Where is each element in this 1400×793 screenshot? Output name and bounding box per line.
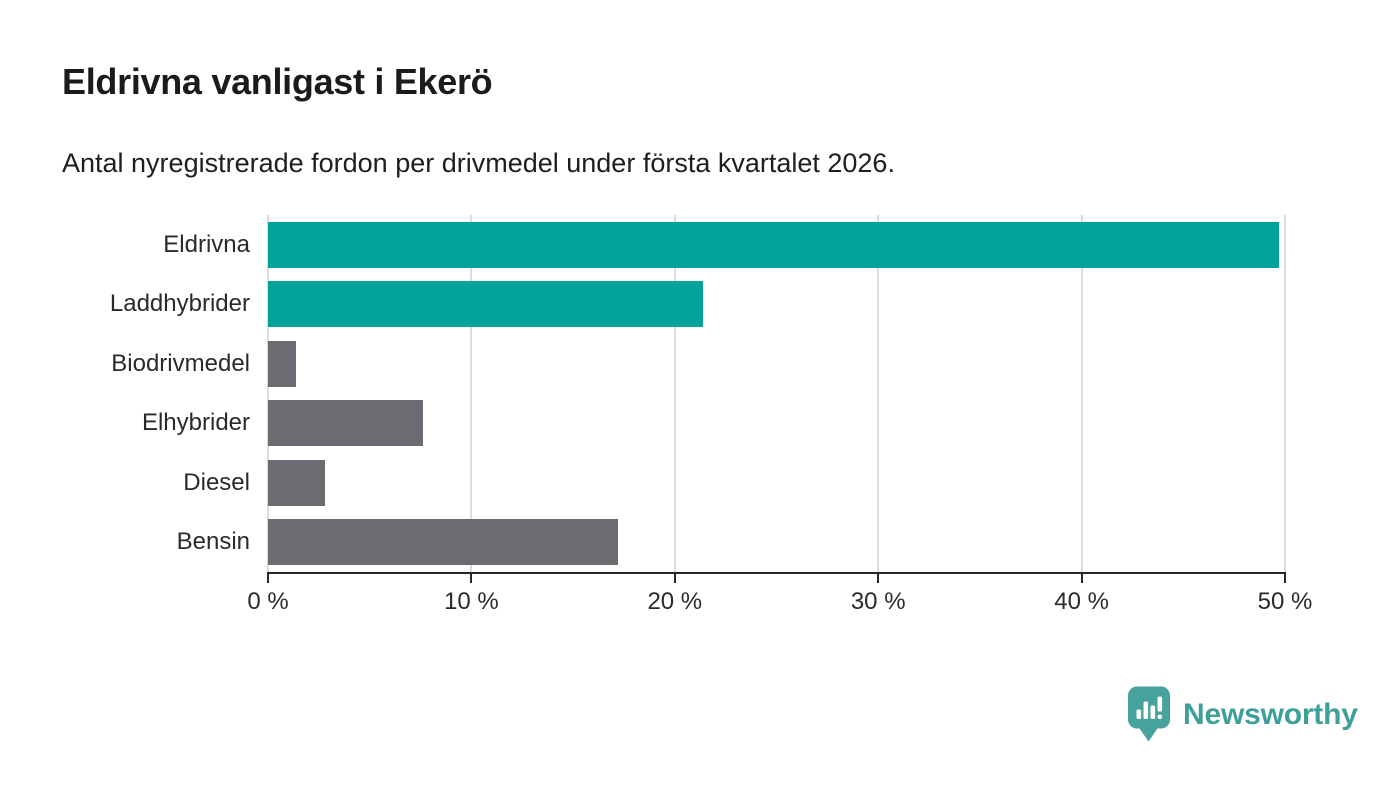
gridline	[1080, 215, 1083, 572]
bar-row: Laddhybrider	[0, 275, 1285, 335]
bar-track	[268, 281, 1285, 328]
newsworthy-logo: Newsworthy	[1128, 686, 1358, 743]
category-label: Elhybrider	[141, 409, 250, 437]
bar-track	[268, 400, 1285, 447]
bar	[268, 400, 423, 447]
bar-track	[268, 519, 1285, 566]
tick-label: 0 %	[247, 588, 289, 615]
tick-mark	[470, 572, 473, 583]
tick-label: 20 %	[647, 588, 703, 615]
bar	[268, 519, 618, 566]
bar	[268, 340, 297, 387]
gridline	[673, 215, 676, 572]
grid-layer	[267, 215, 1286, 572]
x-axis-line	[267, 572, 1286, 574]
category-label: Diesel	[183, 468, 250, 496]
tick-label: 40 %	[1054, 588, 1109, 615]
category-label: Biodrivmedel	[111, 349, 250, 377]
bar-track	[268, 340, 1285, 387]
bar-track	[268, 459, 1285, 506]
bar-track	[268, 221, 1285, 268]
x-axis-ticks: 0 % 10 % 20 % 30 % 40 % 50 %	[247, 572, 1312, 615]
category-label: Laddhybrider	[109, 290, 250, 318]
bar	[268, 281, 704, 328]
bar	[268, 459, 325, 506]
tick-mark	[673, 572, 676, 583]
gridline	[267, 215, 269, 572]
bar-row: Diesel	[0, 453, 1285, 513]
bar-row: Biodrivmedel	[0, 334, 1285, 394]
gridline	[1284, 215, 1286, 572]
chart-subtitle: Antal nyregistrerade fordon per drivmede…	[62, 148, 895, 178]
bar-rows: Eldrivna Laddhybrider Biodrivmedel Elhybrid…	[0, 215, 1285, 572]
tick-label: 50 %	[1257, 588, 1313, 615]
bar-row: Bensin	[0, 513, 1285, 573]
tick-label: 10 %	[444, 588, 499, 615]
category-label: Bensin	[176, 528, 250, 556]
tick-mark	[877, 572, 880, 583]
newsworthy-pin-barchart-icon	[1128, 686, 1170, 742]
bar-row: Elhybrider	[0, 394, 1285, 454]
newsworthy-logo-text: Newsworthy	[1183, 697, 1358, 731]
tick-label: 30 %	[850, 588, 906, 615]
bar	[268, 221, 1279, 268]
tick-mark	[267, 572, 269, 583]
bar-row: Eldrivna	[0, 215, 1285, 275]
tick-mark	[1080, 572, 1083, 583]
tick-mark	[1284, 572, 1286, 583]
category-label: Eldrivna	[163, 230, 250, 258]
gridline	[877, 215, 880, 572]
gridline	[470, 215, 473, 572]
chart-title: Eldrivna vanligast i Ekerö	[62, 61, 493, 102]
